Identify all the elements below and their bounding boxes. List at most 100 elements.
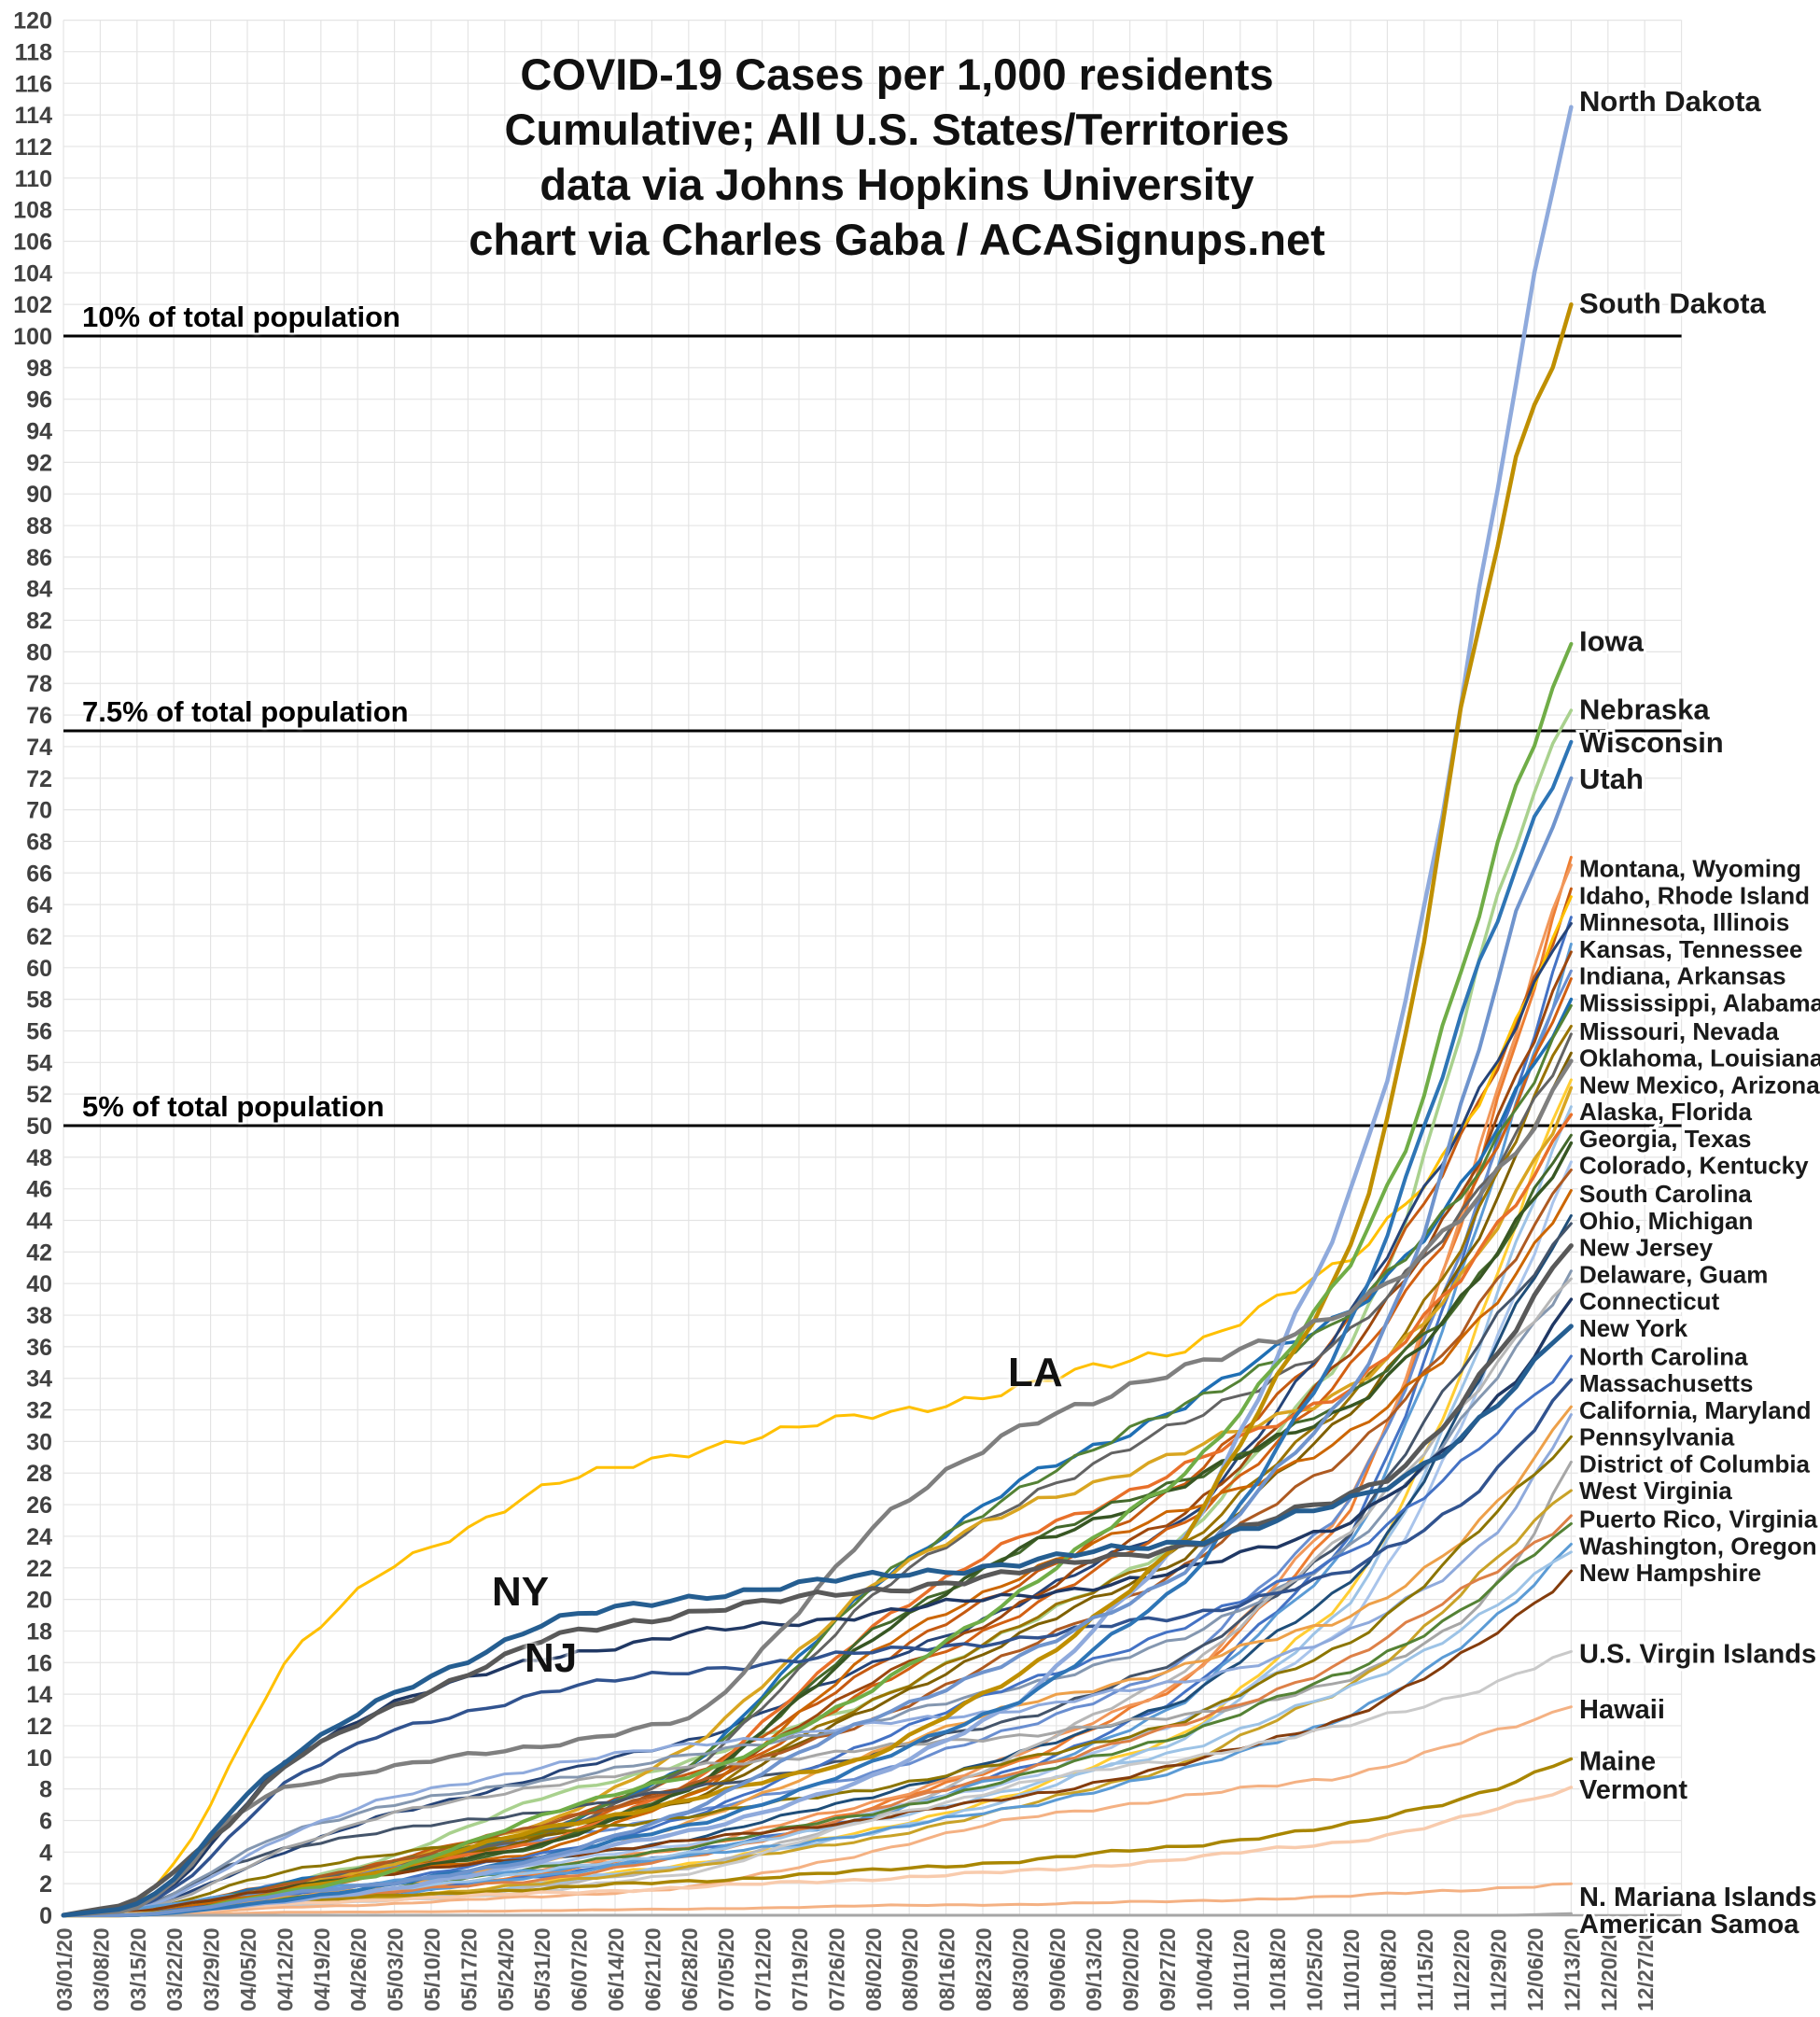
- series-line-hawaii: [62, 1705, 1573, 1917]
- y-axis-tick-label: 102: [13, 292, 52, 318]
- y-axis-tick-label: 86: [26, 545, 52, 571]
- y-axis-tick-label: 120: [13, 8, 52, 35]
- series-end-label-montana-wyoming: Montana, Wyoming: [1579, 855, 1801, 883]
- series-end-label-massachusetts: Massachusetts: [1579, 1369, 1753, 1397]
- y-axis-tick-label: 88: [26, 513, 52, 539]
- series-line-michigan: [62, 1222, 1573, 1917]
- x-axis-tick-label: 10/18/20: [1266, 1927, 1290, 2011]
- series-end-label-idaho-rhode-island: Idaho, Rhode Island: [1579, 881, 1810, 909]
- x-axis-tick-label: 03/29/20: [200, 1927, 224, 2011]
- series-line-south-dakota: [61, 301, 1574, 1918]
- series-end-label-nebraska: Nebraska: [1579, 693, 1710, 725]
- y-axis-tick-label: 16: [26, 1650, 52, 1676]
- y-axis-tick-label: 52: [26, 1082, 52, 1108]
- series-end-label-ohio-michigan: Ohio, Michigan: [1579, 1207, 1753, 1235]
- x-axis-tick-label: 12/06/20: [1523, 1927, 1547, 2011]
- x-axis-tick-label: 07/26/20: [824, 1927, 848, 2011]
- y-axis-tick-label: 74: [26, 735, 52, 761]
- y-axis-tick-label: 92: [26, 450, 52, 476]
- y-axis-tick-label: 66: [26, 861, 52, 887]
- y-axis-tick-label: 48: [26, 1145, 52, 1171]
- series-line-american-samoa: [62, 1912, 1573, 1917]
- x-axis-tick-label: 10/04/20: [1192, 1927, 1216, 2011]
- annotation-new-york: NY: [492, 1569, 550, 1615]
- x-axis-tick-label: 07/12/20: [751, 1927, 776, 2011]
- series-end-label-kansas-tennessee: Kansas, Tennessee: [1579, 935, 1802, 963]
- x-axis-tick-label: 10/11/20: [1229, 1929, 1253, 2011]
- series-line-wisconsin: [62, 739, 1574, 1917]
- series-end-label-west-virginia: West Virginia: [1579, 1477, 1732, 1505]
- x-axis-tick-label: 11/15/20: [1413, 1929, 1437, 2011]
- series-line-maryland: [62, 1413, 1573, 1917]
- x-axis-tick-label: 12/20/20: [1597, 1927, 1621, 2011]
- series-end-label-washington-oregon: Washington, Oregon: [1579, 1532, 1817, 1560]
- series-end-label-south-carolina: South Carolina: [1579, 1180, 1752, 1208]
- x-axis-tick-label: 03/01/20: [52, 1927, 77, 2011]
- y-axis-tick-label: 36: [26, 1335, 52, 1361]
- series-line-district-of-columbia: [62, 1460, 1573, 1917]
- series-end-label-georgia-texas: Georgia, Texas: [1579, 1125, 1752, 1153]
- y-axis-tick-label: 24: [26, 1524, 52, 1550]
- x-axis-tick-label: 08/23/20: [972, 1927, 996, 2011]
- series-end-label-vermont: Vermont: [1579, 1775, 1687, 1805]
- y-axis-tick-label: 58: [26, 987, 52, 1014]
- y-axis-tick-label: 94: [26, 419, 52, 445]
- series-end-label-mississippi-alabama: Mississippi, Alabama: [1579, 988, 1820, 1016]
- ref-label-10-percent: 10% of total population: [82, 301, 400, 333]
- series-line-pennsylvania: [62, 1435, 1573, 1917]
- y-axis-tick-label: 116: [15, 71, 52, 97]
- x-axis-tick-label: 09/20/20: [1119, 1927, 1143, 2011]
- y-axis-tick-label: 110: [15, 166, 52, 192]
- series-end-label-hawaii: Hawaii: [1579, 1695, 1665, 1725]
- x-axis-tick-label: 03/08/20: [89, 1927, 113, 2011]
- series-line-new-jersey: [61, 1243, 1574, 1918]
- annotation-new-jersey: NJ: [525, 1635, 578, 1681]
- series-end-label-new-jersey: New Jersey: [1579, 1234, 1714, 1262]
- series-end-label-american-samoa: American Samoa: [1579, 1910, 1799, 1940]
- y-axis-tick-label: 118: [15, 39, 52, 65]
- series-end-label-north-dakota: North Dakota: [1579, 85, 1761, 118]
- x-axis-tick-label: 07/19/20: [788, 1927, 812, 2011]
- y-axis-tick-label: 78: [26, 671, 52, 697]
- y-axis-tick-label: 46: [26, 1177, 52, 1203]
- y-axis-tick-label: 14: [26, 1682, 52, 1708]
- series-line-missouri: [62, 1024, 1573, 1917]
- y-axis-tick-label: 76: [26, 703, 52, 729]
- series-line-maine: [62, 1757, 1574, 1917]
- chart-title-line-4: chart via Charles Gaba / ACASignups.net: [469, 215, 1325, 264]
- x-axis-tick-label: 09/06/20: [1045, 1927, 1070, 2011]
- series-line-vermont: [62, 1786, 1574, 1917]
- x-axis-tick-label: 09/27/20: [1155, 1927, 1180, 2011]
- y-axis-tick-label: 96: [26, 387, 52, 413]
- y-axis-tick-label: 4: [39, 1840, 52, 1866]
- series-line-kentucky: [62, 1168, 1573, 1917]
- series-end-label-district-of-columbia: District of Columbia: [1579, 1450, 1811, 1478]
- y-axis-tick-label: 34: [26, 1366, 52, 1393]
- series-end-label-oklahoma-louisiana: Oklahoma, Louisiana: [1579, 1044, 1820, 1072]
- y-axis-tick-label: 38: [26, 1303, 52, 1329]
- y-axis-tick-label: 68: [26, 829, 52, 855]
- y-axis-tick-label: 104: [13, 260, 52, 287]
- y-axis-tick-label: 100: [13, 324, 52, 350]
- y-axis-tick-label: 30: [26, 1429, 52, 1455]
- series-end-label-minnesota-illinois: Minnesota, Illinois: [1579, 908, 1789, 936]
- series-end-label-indiana-arkansas: Indiana, Arkansas: [1579, 962, 1786, 990]
- y-axis-tick-label: 70: [26, 798, 52, 824]
- x-axis-tick-label: 08/16/20: [935, 1927, 959, 2011]
- y-axis-tick-label: 6: [39, 1808, 52, 1834]
- y-axis-tick-label: 32: [26, 1398, 52, 1424]
- chart-title-line-1: COVID-19 Cases per 1,000 residents: [520, 49, 1274, 99]
- series-end-label-pennsylvania: Pennsylvania: [1579, 1423, 1735, 1451]
- y-axis-tick-label: 64: [26, 892, 52, 918]
- series-line-north-dakota: [61, 105, 1574, 1918]
- x-axis-tick-label: 05/17/20: [456, 1927, 481, 2011]
- series-end-label-missouri-nevada: Missouri, Nevada: [1579, 1017, 1779, 1045]
- series-end-label-alaska-florida: Alaska, Florida: [1579, 1098, 1752, 1126]
- x-axis-tick-label: 05/24/20: [494, 1927, 518, 2011]
- series-end-label-delaware-guam: Delaware, Guam: [1579, 1260, 1768, 1288]
- y-axis-tick-label: 98: [26, 356, 52, 382]
- series-line-utah: [62, 776, 1574, 1917]
- y-axis-tick-label: 56: [26, 1018, 52, 1044]
- x-axis-tick-label: 05/10/20: [420, 1927, 444, 2011]
